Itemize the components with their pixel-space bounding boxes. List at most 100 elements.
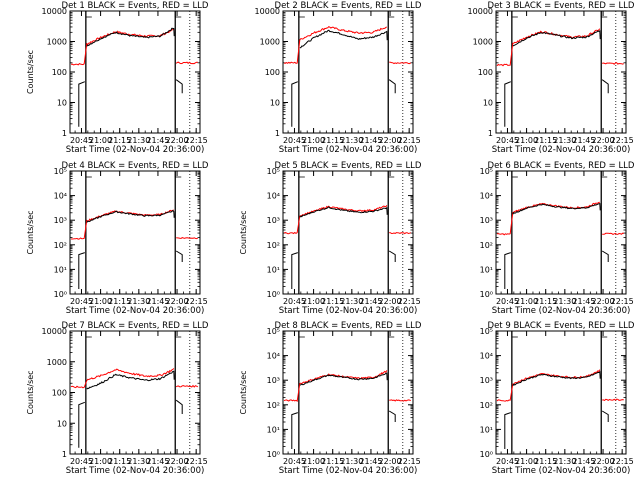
y-tick-label: 10 (483, 99, 493, 108)
x-tick-label: 22:15 (611, 457, 634, 466)
panel-det-6: Det 6 BLACK = Events, RED = LLD 10⁰ 10¹ 10²… (480, 161, 635, 316)
y-tick-label: 10⁴ (54, 192, 67, 201)
x-tick-label: 21:15 (534, 457, 557, 466)
x-tick-label: 21:00 (302, 297, 325, 306)
panel-det-4: Det 4 BLACK = Events, RED = LLD 10⁰ 10¹ 10²… (26, 161, 209, 316)
bracket-mark (600, 331, 608, 338)
x-tick-label: 21:30 (553, 457, 576, 466)
series-events-post (175, 250, 183, 262)
plot-frame (69, 170, 201, 295)
x-tick-label: 21:15 (534, 297, 557, 306)
y-tick-label: 10³ (267, 376, 280, 385)
series-lld-post (602, 232, 624, 235)
plot-frame (69, 330, 201, 455)
series-lld (283, 205, 388, 235)
x-tick-label: 22:15 (611, 297, 634, 306)
bracket-mark (174, 331, 182, 338)
plot-frame (282, 170, 414, 295)
panel-det-9: Det 9 BLACK = Events, RED = LLD 10⁰ 10¹ 10²… (480, 321, 635, 476)
x-tick-label: 22:15 (185, 297, 208, 306)
x-tick-label: 21:30 (553, 136, 576, 145)
y-tick-label: 10 (57, 419, 67, 428)
x-tick-label: 22:15 (398, 297, 421, 306)
chart-title: Det 5 BLACK = Events, RED = LLD (275, 161, 422, 171)
y-tick-label: 10⁵ (480, 167, 493, 176)
x-tick-label: 22:00 (592, 136, 615, 145)
series-events-pre (291, 412, 298, 449)
y-tick-label: 1 (275, 129, 280, 138)
y-tick-label: 100 (478, 68, 493, 77)
x-tick-label: 20:45 (70, 136, 93, 145)
x-tick-label: 21:15 (321, 457, 344, 466)
y-tick-label: 10² (480, 241, 493, 250)
y-tick-label: 10⁴ (480, 192, 493, 201)
bracket-mark (600, 11, 608, 18)
x-axis-label: Start Time (02-Nov-04 20:36:00) (279, 145, 418, 155)
x-tick-label: 21:45 (359, 297, 382, 306)
panel-det-7: Det 7 BLACK = Events, RED = LLD 1 10 100 100… (26, 321, 209, 476)
chart-title: Det 7 BLACK = Events, RED = LLD (62, 321, 209, 331)
panel-det-1: Det 1 BLACK = Events, RED = LLD 1 10 100 100… (26, 1, 209, 155)
x-tick-label: 22:00 (379, 457, 402, 466)
plot-frame (69, 10, 201, 134)
x-tick-label: 21:00 (515, 297, 538, 306)
series-events-pre (291, 81, 298, 127)
plot-frame (495, 330, 627, 455)
series-lld-post (389, 399, 411, 402)
x-tick-label: 20:45 (496, 457, 519, 466)
y-tick-label: 1000 (260, 38, 280, 47)
panel-det-5: Det 5 BLACK = Events, RED = LLD 10⁰ 10¹ 10²… (239, 161, 422, 316)
x-tick-label: 20:45 (496, 297, 519, 306)
series-events-pre (78, 401, 85, 448)
y-axis-label: Counts/sec (239, 370, 248, 414)
x-tick-label: 22:00 (592, 297, 615, 306)
y-tick-label: 100 (265, 68, 280, 77)
series-events (299, 29, 388, 49)
y-tick-label: 10 (57, 99, 67, 108)
x-tick-label: 21:15 (108, 457, 131, 466)
x-tick-label: 22:15 (398, 457, 421, 466)
series-lld (70, 368, 175, 389)
x-tick-label: 22:15 (185, 457, 208, 466)
x-tick-label: 22:15 (398, 136, 421, 145)
series-events-post (175, 399, 183, 414)
bracket-mark (387, 331, 395, 338)
x-tick-label: 21:00 (89, 136, 112, 145)
y-tick-label: 10⁰ (480, 290, 493, 299)
x-tick-label: 22:00 (592, 457, 615, 466)
panel-det-2: Det 2 BLACK = Events, RED = LLD 1 10 100 100… (255, 1, 422, 155)
x-axis-label: Start Time (02-Nov-04 20:36:00) (279, 306, 418, 316)
series-events-pre (78, 81, 85, 127)
bracket-mark (511, 11, 518, 18)
series-events-pre (504, 412, 511, 449)
x-tick-label: 22:15 (185, 136, 208, 145)
y-tick-label: 1000 (473, 38, 493, 47)
series-events (512, 370, 601, 387)
x-tick-label: 21:45 (359, 136, 382, 145)
x-tick-label: 21:00 (302, 136, 325, 145)
y-axis-label: Counts/sec (26, 50, 35, 94)
bracket-mark (174, 171, 182, 178)
bracket-mark (387, 11, 395, 18)
x-tick-label: 21:45 (146, 136, 169, 145)
x-tick-label: 22:00 (166, 457, 189, 466)
series-lld-post (602, 398, 624, 402)
y-tick-label: 10000 (42, 7, 67, 16)
x-tick-label: 21:15 (108, 136, 131, 145)
bracket-mark (511, 171, 518, 178)
y-tick-label: 10² (54, 241, 67, 250)
y-axis-label: Counts/sec (239, 210, 248, 254)
x-tick-label: 22:00 (379, 136, 402, 145)
bracket-mark (387, 171, 395, 178)
series-lld-post (175, 384, 199, 388)
y-tick-label: 10¹ (54, 265, 67, 274)
x-tick-label: 21:30 (127, 297, 150, 306)
x-tick-label: 21:45 (572, 457, 595, 466)
y-tick-label: 10⁰ (480, 450, 493, 459)
plot-frame (495, 10, 627, 134)
y-tick-label: 1000 (47, 358, 67, 367)
series-events-pre (504, 81, 511, 127)
bracket-mark (85, 331, 92, 338)
series-events (299, 372, 388, 386)
